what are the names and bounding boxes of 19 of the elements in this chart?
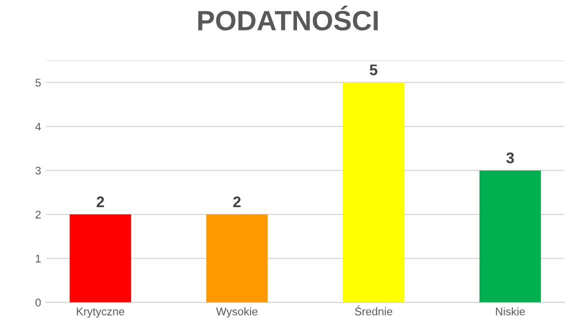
chart-title: PODATNOŚCI	[198, 6, 378, 30]
y-tick-label: 4	[35, 122, 41, 130]
bar	[206, 214, 268, 302]
y-tick-label: 2	[36, 210, 41, 218]
y-tick-label: 3	[35, 166, 41, 175]
x-tick-label: Krytyczne	[76, 308, 124, 318]
data-label: 5	[370, 64, 378, 76]
data-label: 3	[506, 152, 514, 164]
data-label: 2	[233, 196, 241, 208]
data-label: 2	[96, 196, 104, 208]
x-tick-label: Średnie	[354, 305, 392, 316]
y-tick-label: 1	[36, 254, 41, 262]
x-tick-label: Niskie	[496, 307, 525, 316]
y-tick-label: 5	[35, 78, 41, 87]
bar	[342, 82, 404, 302]
bar	[70, 214, 132, 302]
y-tick-label: 0	[35, 298, 41, 307]
bar	[479, 170, 541, 302]
x-tick-label: Wysokie	[216, 307, 258, 318]
